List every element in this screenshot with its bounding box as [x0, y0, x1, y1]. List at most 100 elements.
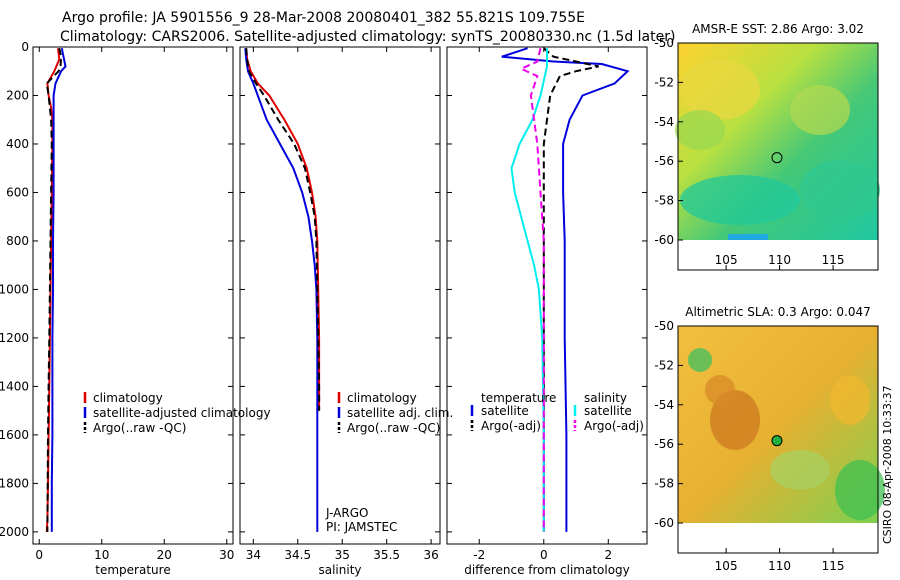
map-x-tick-label: 115	[822, 253, 845, 267]
x-tick-label: 34	[246, 548, 261, 562]
figure-title-line-1: Argo profile: JA 5901556_9 28-Mar-2008 2…	[62, 10, 586, 26]
profile-panel-2: 34 34.5 35 35.5 36 salinity	[239, 46, 441, 577]
map-field-patch	[790, 85, 850, 135]
map-field-patch	[710, 390, 760, 450]
y-tick-label: 600	[6, 185, 29, 199]
x-tick-label: 0	[540, 548, 548, 562]
map-x-tick-label: 110	[768, 253, 791, 267]
map-blank-area	[678, 240, 878, 270]
annotation-text: PI: JAMSTEC	[326, 520, 397, 534]
x-tick-label: 35.5	[373, 548, 400, 562]
map-blank-area	[678, 523, 878, 553]
map-y-tick-label: -58	[654, 477, 674, 491]
map-title: Altimetric SLA: 0.3 Argo: 0.047	[685, 305, 870, 319]
y-tick-label: 200	[6, 88, 29, 102]
x-tick-label: 36	[423, 548, 438, 562]
x-axis-label: difference from climatology	[464, 563, 630, 577]
series-group	[45, 47, 67, 532]
map-y-tick-label: -60	[654, 516, 674, 530]
y-tick-label: 1200	[0, 331, 29, 345]
map-y-tick-label: -54	[654, 398, 674, 412]
x-tick-label: 0	[35, 548, 43, 562]
map-y-tick-label: -52	[654, 358, 674, 372]
map-y-tick-label: -60	[654, 233, 674, 247]
map-field-patch	[800, 160, 880, 220]
series-line-climatology	[245, 48, 321, 411]
legend-entry: Argo(-adj)	[481, 419, 541, 433]
argo-location-marker	[771, 435, 783, 447]
map-x-tick-label: 115	[822, 559, 845, 573]
x-tick-label: -2	[473, 548, 485, 562]
timestamp-stamp: CSIRO 08-Apr-2008 10:33:37	[881, 385, 894, 544]
axes-box	[32, 46, 234, 545]
x-tick-label: 20	[157, 548, 172, 562]
legend-entry: climatology	[93, 391, 163, 405]
series-line-satellite-adjusted-climatology	[50, 48, 67, 532]
profile-panel-1: 0 10 20 30 0 200 400 600 800 1000 1200 1400 1600 1800…	[0, 40, 234, 577]
series-line-satellite	[501, 47, 630, 532]
series-line-argo-adj-	[518, 47, 545, 532]
figure-title-line-2: Climatology: CARS2006. Satellite-adjuste…	[60, 29, 676, 45]
legend-entry: climatology	[347, 391, 417, 405]
map-y-tick-label: -56	[654, 154, 674, 168]
map-field-patch	[770, 450, 830, 490]
axes-box	[446, 46, 648, 545]
x-tick-label: 35	[335, 548, 350, 562]
map-field-patch	[680, 60, 760, 120]
legend-entry: satellite	[584, 404, 632, 418]
map-frame	[677, 42, 879, 271]
x-tick-label: 10	[94, 548, 109, 562]
legend-entry: satellite adj. clim.	[347, 406, 453, 420]
legend-entry: satellite-adjusted climatology	[93, 406, 271, 420]
y-tick-label: 800	[6, 234, 29, 248]
x-axis-label: salinity	[318, 563, 361, 577]
series-group	[244, 48, 321, 532]
map-field-patch	[675, 110, 725, 150]
series-line-argo-raw-qc-	[45, 47, 63, 532]
series-line-satellite-adj-clim-	[244, 48, 319, 532]
map-field-patch	[680, 175, 800, 225]
x-tick-label: 30	[219, 548, 234, 562]
map-field-patch	[688, 348, 712, 372]
y-tick-label: 1400	[0, 379, 29, 393]
map-x-tick-label: 110	[768, 559, 791, 573]
legend-entry: satellite	[481, 404, 529, 418]
x-tick-label: 34.5	[284, 548, 311, 562]
legend-group-title: salinity	[584, 391, 627, 405]
legend-entry: Argo(-adj)	[584, 419, 644, 433]
legend-entry: Argo(..raw -QC)	[347, 421, 440, 435]
series-line-satellite	[510, 48, 548, 532]
legend-group-title: temperature	[481, 391, 556, 405]
axes-box	[239, 46, 441, 545]
y-tick-label: 1600	[0, 428, 29, 442]
legend-panel-3: temperaturesatelliteArgo(-adj)salinitysa…	[470, 391, 644, 433]
legend-entry: Argo(..raw -QC)	[93, 421, 186, 435]
map-x-tick-label: 105	[715, 559, 738, 573]
y-tick-label: 1000	[0, 282, 29, 296]
x-tick-label: 2	[604, 548, 612, 562]
y-tick-label: 2000	[0, 525, 29, 539]
map-field-patch	[705, 375, 735, 405]
map-x-tick-label: 105	[715, 253, 738, 267]
y-tick-label: 1800	[0, 476, 29, 490]
map-y-tick-label: -52	[654, 75, 674, 89]
x-axis-label: temperature	[95, 563, 170, 577]
map-frame	[677, 325, 879, 554]
map-title: AMSR-E SST: 2.86 Argo: 3.02	[692, 22, 864, 36]
y-tick-label: 400	[6, 137, 29, 151]
map-field-patch	[835, 460, 885, 520]
map-y-tick-label: -50	[654, 319, 674, 333]
map-field-patch	[728, 234, 768, 240]
series-line-argo-raw-qc-	[245, 48, 321, 411]
series-group	[501, 47, 630, 532]
map-panel-1: AMSR-E SST: 2.86 Argo: 3.02 105 110 115 -50 -…	[654, 22, 880, 271]
map-y-tick-label: -54	[654, 115, 674, 129]
series-line-argo-adj-	[542, 47, 599, 532]
map-y-tick-label: -58	[654, 194, 674, 208]
map-panel-2: Altimetric SLA: 0.3 Argo: 0.047 105 110 115…	[654, 305, 885, 573]
y-tick-label: 0	[21, 40, 29, 54]
